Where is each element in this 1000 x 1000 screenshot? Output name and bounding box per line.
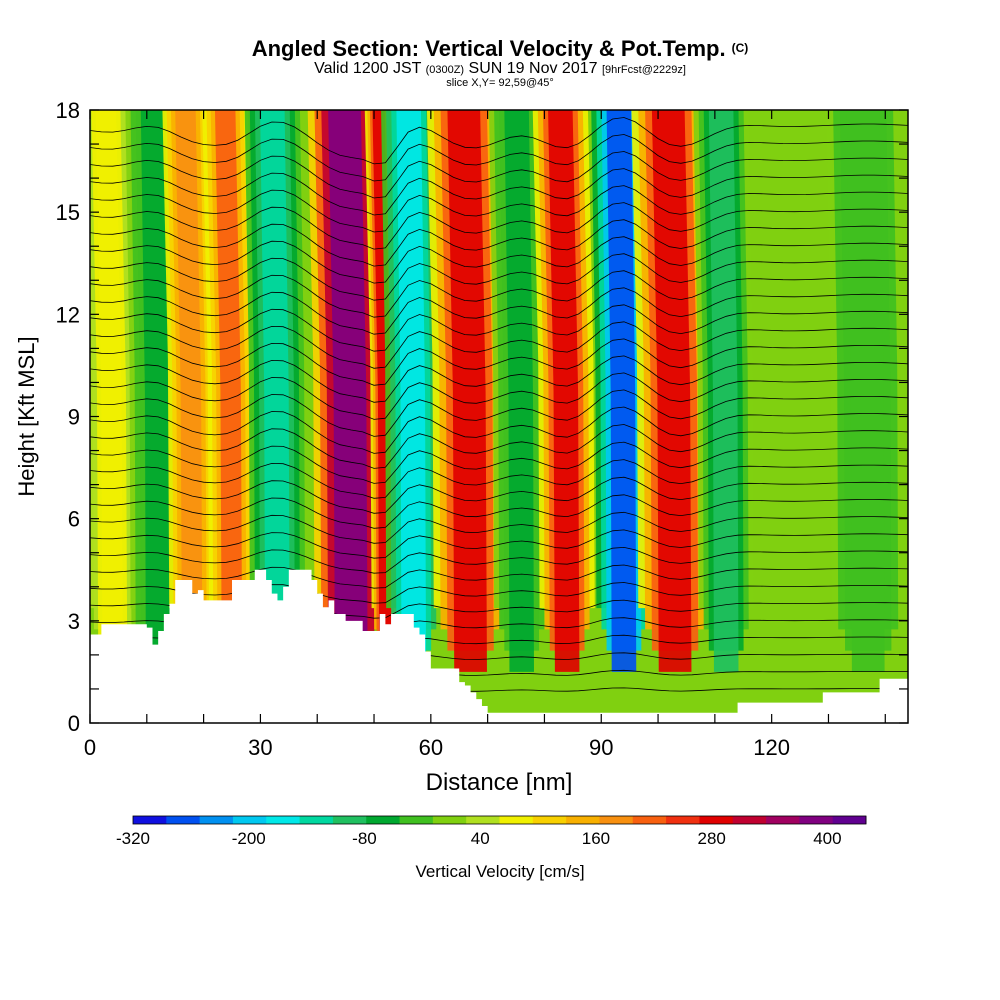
theta-contour-13 — [90, 459, 908, 499]
subtitle-forecast: [9hrFcst@2229z] — [601, 64, 686, 76]
x-axis-label: Distance [nm] — [426, 769, 573, 796]
chart-title-unit: (C) — [731, 41, 749, 55]
colorbar-tick-label-4: 160 — [582, 829, 610, 848]
x-tick-label-60: 60 — [419, 735, 443, 760]
colorbar-tick-label-5: 280 — [697, 829, 725, 848]
colorbar-tick-label-2: -80 — [352, 829, 377, 848]
colorbar-swatch-1 — [166, 816, 201, 824]
theta-contour-32 — [90, 134, 908, 182]
colorbar-swatch-19 — [766, 816, 800, 824]
theta-contour-16 — [90, 406, 908, 454]
theta-contour-19 — [90, 355, 908, 403]
slice-info: slice X,Y= 92,59@45° — [446, 77, 554, 89]
colorbar-swatch-14 — [599, 816, 634, 824]
theta-contour-27 — [90, 219, 908, 267]
theta-contour-33 — [90, 117, 908, 165]
theta-contour-20 — [90, 338, 908, 386]
x-tick-label-0: 0 — [84, 735, 96, 760]
chart-title: Angled Section: Vertical Velocity & Pot.… — [0, 36, 1000, 62]
subtitle-valid: Valid 1200 JST — [314, 60, 422, 77]
x-tick-label-120: 120 — [753, 735, 790, 760]
velocity-band-14-level-3 — [846, 110, 885, 672]
colorbar-swatch-5 — [299, 816, 334, 824]
colorbar-tick-label-0: -320 — [116, 829, 150, 848]
x-tick-label-90: 90 — [589, 735, 613, 760]
y-tick-label-12: 12 — [56, 302, 80, 327]
velocity-band-3-level-3 — [214, 110, 243, 672]
terrain-mask — [90, 569, 908, 723]
y-tick-label-9: 9 — [68, 405, 80, 430]
colorbar-swatch-10 — [466, 816, 500, 824]
theta-contour-11 — [90, 494, 908, 529]
theta-contour-24 — [90, 270, 908, 318]
colorbar-swatch-11 — [499, 816, 534, 824]
colorbar-tick-label-3: 40 — [471, 829, 490, 848]
theta-contour-8 — [90, 546, 908, 574]
colorbar-frame — [132, 815, 867, 825]
theta-contour-21 — [90, 321, 908, 369]
theta-contour-14 — [90, 441, 908, 484]
theta-contour-28 — [90, 202, 908, 250]
theta-contour-12 — [90, 476, 908, 514]
subtitle-date: SUN 19 Nov 2017 — [468, 60, 598, 77]
colorbar-swatch-2 — [199, 816, 234, 824]
colorbar-swatch-18 — [732, 816, 767, 824]
colorbar-swatch-9 — [432, 816, 467, 824]
x-tick-label-30: 30 — [248, 735, 272, 760]
colorbar-swatch-7 — [366, 816, 401, 824]
theta-contour-18 — [90, 372, 908, 420]
theta-contour-31 — [90, 151, 908, 199]
colorbar-swatch-20 — [799, 816, 834, 824]
theta-contour-15 — [90, 424, 908, 469]
colorbar-swatch-3 — [232, 816, 267, 824]
velocity-band-13-level-3 — [708, 110, 739, 672]
colorbar-swatch-16 — [666, 816, 700, 824]
colorbar-swatch-15 — [632, 816, 667, 824]
theta-contour-17 — [90, 389, 908, 437]
chart-subtitle: Valid 1200 JST (0300Z) SUN 19 Nov 2017 [… — [0, 60, 1000, 78]
theta-contour-29 — [90, 185, 908, 233]
plot-area — [90, 110, 908, 723]
y-tick-label-0: 0 — [68, 711, 80, 736]
colorbar-swatch-6 — [332, 816, 367, 824]
colorbar-swatch-12 — [532, 816, 567, 824]
velocity-band-5-level-3 — [328, 110, 368, 672]
theta-contour-25 — [90, 253, 908, 301]
velocity-band-2-level-3 — [175, 110, 203, 672]
subtitle-zulu: (0300Z) — [425, 64, 465, 76]
y-tick-label-3: 3 — [68, 609, 80, 634]
chart-title-text: Angled Section: Vertical Velocity & Pot.… — [251, 36, 726, 61]
colorbar-tick-label-1: -200 — [232, 829, 266, 848]
theta-contour-30 — [90, 168, 908, 216]
colorbar-swatch-4 — [266, 816, 301, 824]
velocity-band-9-level-3 — [504, 110, 534, 672]
theta-contour-10 — [90, 511, 908, 544]
theta-contour-23 — [90, 287, 908, 335]
colorbar-swatch-17 — [699, 816, 734, 824]
velocity-band-8-level-3 — [447, 110, 487, 672]
velocity-band-7-level-3 — [396, 110, 427, 672]
theta-contour-26 — [90, 236, 908, 284]
colorbar-swatch-8 — [399, 816, 434, 824]
velocity-band-1-level-3 — [140, 110, 171, 672]
theta-contour-22 — [90, 304, 908, 352]
y-tick-label-15: 15 — [56, 200, 80, 225]
colorbar-swatch-13 — [566, 816, 600, 824]
colorbar-swatch-21 — [832, 816, 867, 824]
colorbar-swatch-0 — [133, 816, 167, 824]
y-axis-label: Height [Kft MSL] — [14, 336, 39, 496]
theta-contour-9 — [90, 529, 908, 559]
theta-contour-7 — [90, 564, 908, 589]
velocity-band-4-level-3 — [260, 110, 290, 672]
colorbar-tick-label-6: 400 — [813, 829, 841, 848]
y-tick-label-6: 6 — [68, 507, 80, 532]
colorbar-label: Vertical Velocity [cm/s] — [415, 862, 585, 881]
y-tick-label-18: 18 — [56, 98, 80, 123]
theta-contour-6 — [90, 582, 908, 604]
